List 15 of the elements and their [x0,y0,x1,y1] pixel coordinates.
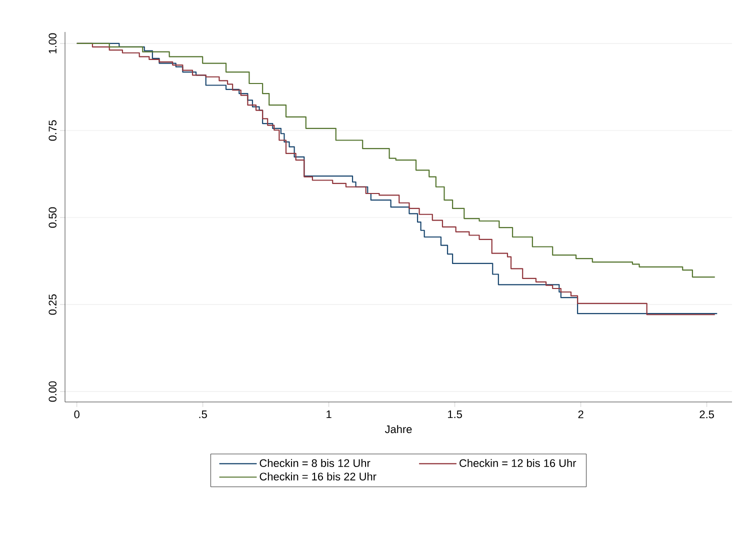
x-tick-label: 2 [578,410,584,418]
legend-label: Checkin = 16 bis 22 Uhr [260,472,376,480]
x-axis-title: Jahre [384,425,412,434]
x-tick-label: 2.5 [700,410,714,418]
x-tick-label: 1 [326,410,332,418]
y-tick-label: 0.00 [48,381,56,402]
y-tick-label: 0.75 [48,120,56,141]
y-tick-label: 0.50 [48,207,56,228]
x-tick-label: 0 [74,410,80,418]
x-tick-label: 1.5 [448,410,462,418]
x-tick-label: .5 [199,410,207,418]
legend-label: Checkin = 8 bis 12 Uhr [260,458,370,468]
y-tick-label: 1.00 [48,33,56,54]
legend-label: Checkin = 12 bis 16 Uhr [460,458,576,468]
y-tick-label: 0.25 [48,294,56,315]
